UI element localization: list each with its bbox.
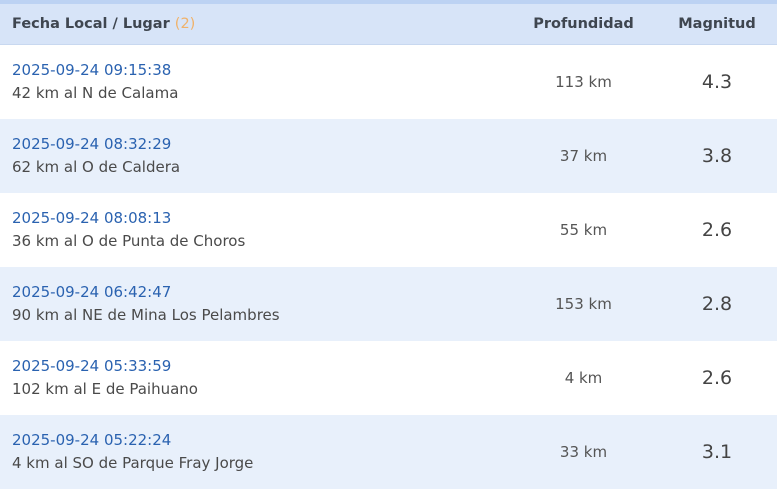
table-row[interactable]: 2025-09-24 06:42:47 90 km al NE de Mina L…: [0, 267, 777, 341]
date-place-cell: 2025-09-24 08:08:13 36 km al O de Punta d…: [0, 193, 510, 267]
event-depth: 153 km: [510, 267, 657, 341]
event-depth: 4 km: [564, 369, 603, 387]
event-date-link[interactable]: 2025-09-24 09:15:38: [12, 61, 172, 79]
table-row[interactable]: 2025-09-24 08:32:29 62 km al O de Caldera…: [0, 119, 777, 193]
event-depth: 113 km: [555, 73, 612, 91]
event-date-link[interactable]: 2025-09-24 05:33:59: [12, 357, 172, 375]
event-magnitude: 4.3: [701, 71, 733, 93]
event-magnitude: 2.6: [701, 367, 733, 389]
header-magnitude[interactable]: Magnitud: [657, 4, 777, 45]
event-date-link[interactable]: 2025-09-24 08:32:29: [12, 135, 172, 153]
event-place: 90 km al NE de Mina Los Pelambres: [12, 306, 280, 324]
date-place-cell: 2025-09-24 08:32:29 62 km al O de Caldera: [0, 119, 510, 193]
count-badge: (2): [174, 16, 196, 32]
table-row[interactable]: 2025-09-24 09:15:38 42 km al N de Calama …: [0, 45, 777, 120]
top-border: [0, 0, 777, 4]
event-date-link[interactable]: 2025-09-24 06:42:47: [12, 283, 172, 301]
event-date-link[interactable]: 2025-09-24 08:08:13: [12, 209, 172, 227]
event-magnitude: 3.8: [657, 119, 777, 193]
table-row[interactable]: 2025-09-24 05:33:59 102 km al E de Paihua…: [0, 341, 777, 415]
header-label: Fecha Local / Lugar: [12, 16, 170, 32]
event-date-link[interactable]: 2025-09-24 05:22:24: [12, 431, 172, 449]
table-header: Fecha Local / Lugar (2) Profundidad Magn…: [0, 4, 777, 45]
event-depth: 33 km: [510, 415, 657, 489]
event-place: 42 km al N de Calama: [12, 84, 179, 102]
event-depth: 55 km: [559, 221, 608, 239]
event-magnitude: 2.8: [657, 267, 777, 341]
event-place: 36 km al O de Punta de Choros: [12, 232, 246, 250]
event-place: 102 km al E de Paihuano: [12, 380, 198, 398]
date-place-cell: 2025-09-24 09:15:38 42 km al N de Calama: [0, 45, 510, 120]
event-magnitude: 3.1: [657, 415, 777, 489]
table-row[interactable]: 2025-09-24 05:22:24 4 km al SO de Parque …: [0, 415, 777, 489]
event-magnitude: 2.6: [701, 219, 733, 241]
event-place: 62 km al O de Caldera: [12, 158, 181, 176]
earthquake-table: Fecha Local / Lugar (2) Profundidad Magn…: [0, 4, 777, 489]
date-place-cell: 2025-09-24 05:22:24 4 km al SO de Parque …: [0, 415, 510, 489]
date-place-cell: 2025-09-24 05:33:59 102 km al E de Paihua…: [0, 341, 510, 415]
table-row[interactable]: 2025-09-24 08:08:13 36 km al O de Punta d…: [0, 193, 777, 267]
header-date-place[interactable]: Fecha Local / Lugar (2): [0, 4, 510, 45]
date-place-cell: 2025-09-24 06:42:47 90 km al NE de Mina L…: [0, 267, 510, 341]
event-place: 4 km al SO de Parque Fray Jorge: [12, 454, 254, 472]
header-depth[interactable]: Profundidad: [510, 4, 657, 45]
event-depth: 37 km: [510, 119, 657, 193]
